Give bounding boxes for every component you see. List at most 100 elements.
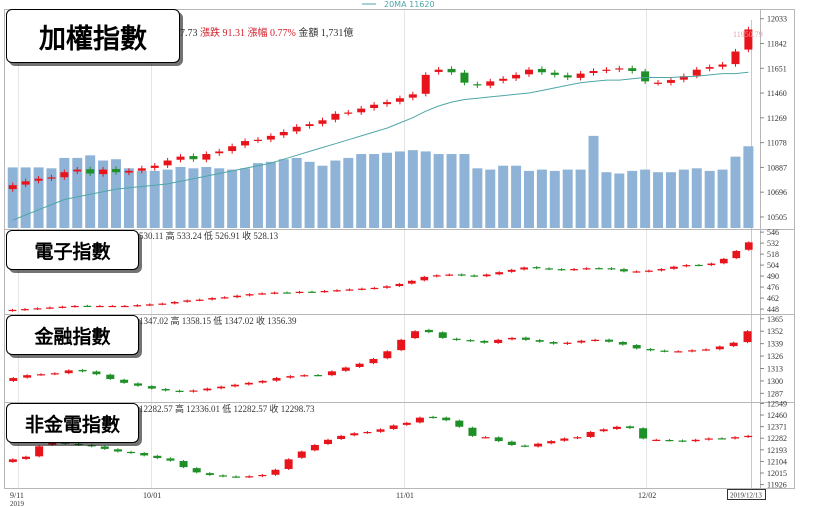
candle-body — [270, 292, 279, 294]
candle-body — [744, 435, 753, 438]
volume-bar — [330, 160, 341, 228]
y-tick-label: 10696 — [767, 188, 787, 197]
candle-body — [660, 350, 669, 352]
panel-title-1: 加權指數 — [6, 9, 180, 63]
candle-body — [179, 461, 188, 468]
candle-body — [701, 349, 710, 351]
candle-body — [232, 476, 241, 478]
candle-body — [228, 146, 237, 152]
y-tick-label: 11842 — [767, 39, 787, 48]
candle-body — [230, 384, 239, 387]
candle-body — [674, 351, 683, 353]
candle-body — [99, 169, 108, 175]
volume-bar — [343, 157, 354, 228]
candle-body — [646, 348, 655, 351]
candle-body — [133, 383, 142, 386]
candle-body — [628, 68, 637, 71]
candle-body — [570, 269, 578, 271]
candle-body — [615, 68, 624, 70]
candle-body — [46, 307, 54, 309]
volume-bar — [33, 167, 44, 228]
y-tick-label: 518 — [767, 250, 779, 259]
candle-body — [158, 303, 167, 305]
candle-body — [305, 124, 314, 127]
volume-bar — [562, 169, 573, 228]
volume-bar — [601, 172, 612, 228]
volume-bar — [149, 170, 160, 228]
candle-body — [557, 269, 566, 271]
candle-body — [127, 451, 136, 454]
candle-body — [60, 172, 69, 178]
candle-body — [137, 168, 146, 171]
candle-body — [161, 389, 170, 391]
volume-bar — [588, 135, 599, 228]
candle-body — [92, 371, 101, 375]
candle-body — [743, 331, 752, 343]
candle-body — [679, 76, 688, 80]
candle-body — [357, 108, 366, 113]
candle-body — [297, 451, 306, 458]
candle-body — [718, 64, 727, 67]
legend-label: 20MA 11620 — [384, 0, 435, 9]
candle-body — [358, 288, 366, 290]
candle-body — [153, 455, 162, 459]
candle-body — [253, 139, 262, 141]
candle-body — [176, 156, 185, 160]
volume-bar — [665, 172, 676, 228]
candle-body — [495, 272, 504, 275]
candle-body — [438, 332, 447, 338]
candle-body — [58, 306, 67, 308]
volume-bar — [472, 168, 483, 228]
volume-bar — [640, 169, 651, 228]
candle-body — [258, 474, 267, 477]
candle-body — [744, 242, 753, 250]
y-tick-label: 1365 — [767, 315, 783, 324]
panel-info-3: 1347.02 高 1358.15 低 1347.02 收 1356.39 — [139, 316, 297, 326]
y-tick-label: 490 — [767, 272, 779, 281]
candle-body — [355, 363, 364, 367]
volume-bar — [717, 169, 728, 228]
volume-bar — [575, 169, 586, 228]
candle-body — [370, 104, 379, 109]
candle-body — [217, 386, 226, 389]
candle-body — [202, 154, 211, 160]
candle-body — [333, 290, 341, 292]
candle-body — [535, 340, 544, 342]
volume-bar — [549, 170, 560, 228]
candle-body — [732, 250, 741, 259]
y-tick-label: 462 — [767, 294, 779, 303]
candle-body — [605, 339, 613, 342]
volume-bar — [485, 169, 496, 228]
candle-body — [64, 370, 73, 374]
candle-body — [705, 67, 714, 69]
candle-body — [550, 72, 559, 75]
candle-body — [731, 51, 740, 65]
candle-body — [654, 82, 663, 84]
candle-body — [563, 75, 572, 78]
panel-title-2: 電子指數 — [6, 230, 139, 270]
candle-body — [245, 294, 254, 296]
candle-body — [292, 126, 301, 132]
panel-info-2: 530.11 高 533.24 低 526.91 收 528.13 — [139, 231, 279, 241]
candle-body — [512, 74, 521, 79]
candle-body — [719, 258, 728, 264]
candle-body — [170, 302, 179, 304]
candle-body — [402, 422, 411, 425]
candle-body — [397, 339, 406, 351]
panel-info-4: 12282.57 高 12336.01 低 12282.57 收 12298.7… — [139, 404, 315, 414]
candle-body — [308, 291, 316, 293]
candle-body — [586, 431, 595, 437]
volume-bar — [536, 169, 547, 228]
candle-body — [408, 94, 417, 98]
candle-body — [8, 185, 17, 190]
candle-body — [455, 420, 464, 427]
volume-bar — [110, 159, 121, 228]
candle-body — [203, 388, 212, 391]
candle-body — [106, 374, 115, 380]
candle-body — [466, 340, 475, 342]
candle-body — [595, 268, 603, 270]
candle-body — [33, 308, 42, 310]
volume-bar — [136, 170, 147, 228]
volume-bar — [72, 157, 83, 228]
